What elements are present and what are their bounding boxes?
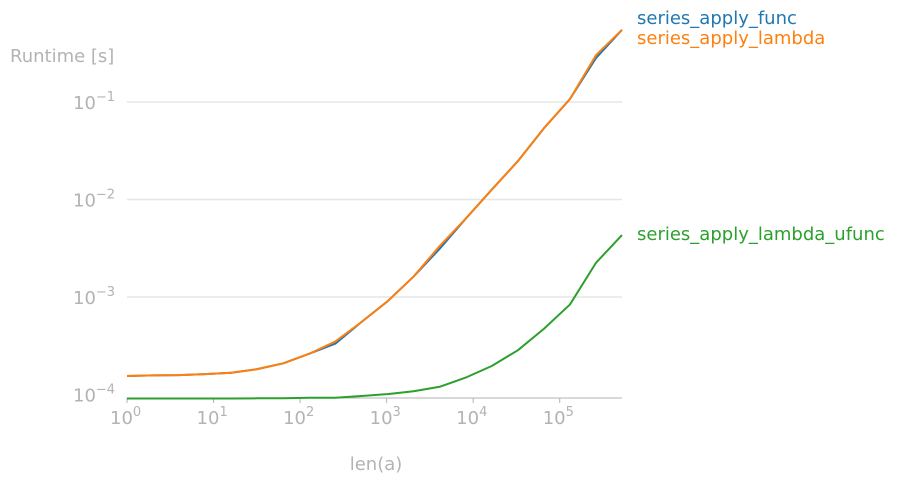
x-tick-label: 105 (543, 405, 574, 429)
x-axis-title: len(a) (350, 454, 403, 475)
y-axis-title: Runtime [s] (10, 46, 114, 67)
y-tick-label: 10−2 (73, 188, 115, 212)
x-tick-label: 102 (283, 405, 314, 429)
y-axis-ticks: 10−1 10−2 10−3 10−4 (73, 90, 115, 407)
x-tick-label: 100 (110, 405, 141, 429)
series-lines (126, 29, 623, 400)
series-label-series-apply-func: series_apply_func (637, 8, 797, 29)
x-tick-label: 103 (370, 405, 401, 429)
y-tick-label: 10−1 (73, 90, 115, 114)
series-label-series-apply-lambda-ufunc: series_apply_lambda_ufunc (637, 224, 885, 245)
series-labels: series_apply_funcseries_apply_lambdaseri… (637, 8, 885, 245)
gridlines (127, 101, 622, 298)
x-tick-label: 104 (456, 405, 487, 429)
series-line-series-apply-lambda-ufunc (127, 234, 623, 400)
series-label-series-apply-lambda: series_apply_lambda (637, 28, 825, 49)
y-tick-label: 10−3 (73, 285, 115, 309)
y-tick-label: 10−4 (73, 383, 115, 407)
x-axis-ticks: 100 101 102 103 104 105 (110, 398, 574, 429)
series-line-series-apply-lambda (126, 29, 623, 377)
x-tick-label: 101 (197, 405, 228, 429)
